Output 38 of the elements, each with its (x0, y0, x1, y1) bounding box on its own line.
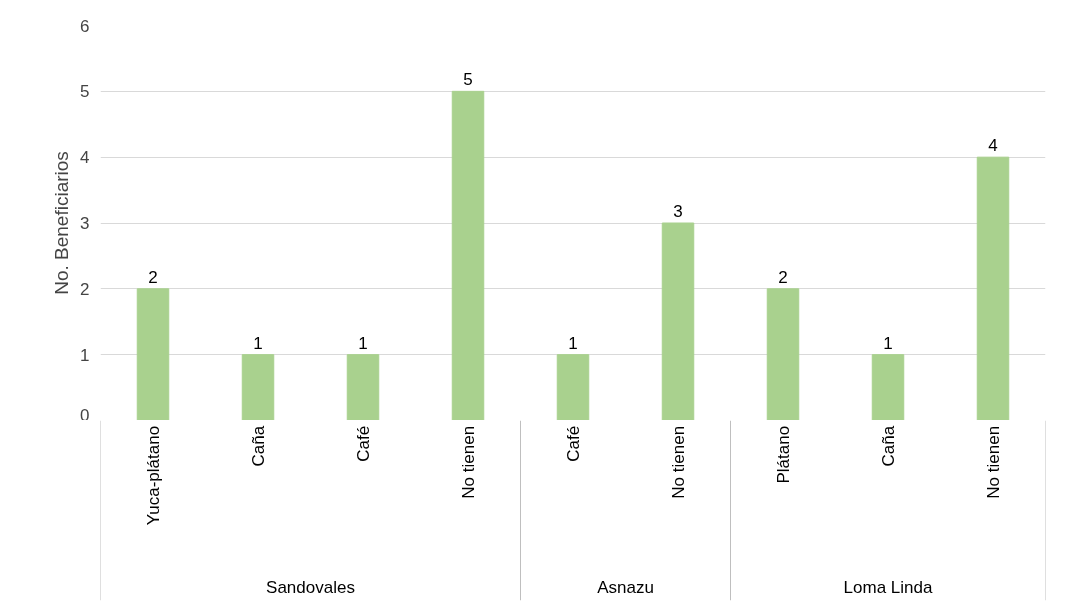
data-label: 1 (883, 333, 893, 353)
y-tick-label: 1 (80, 345, 90, 365)
y-tick-label: 4 (80, 148, 90, 168)
x-tick-label: Caña (248, 425, 268, 467)
y-axis-title: No. Beneficiarios (51, 151, 73, 295)
data-label: 1 (358, 333, 368, 353)
bar (241, 354, 275, 420)
data-label: 2 (778, 267, 788, 287)
text: Asnazu (597, 578, 654, 598)
x-tick-label: Yuca-plátano (143, 425, 163, 526)
bar (976, 156, 1010, 420)
x-tick-label: Café (563, 425, 583, 462)
data-label: 3 (673, 202, 683, 221)
data-label: 1 (568, 333, 578, 353)
y-tick-label: 6 (80, 16, 90, 36)
data-label: 4 (988, 136, 998, 156)
data-label: 2 (148, 267, 158, 287)
x-tick-label: Plátano (773, 425, 793, 484)
y-tick-label: 3 (80, 214, 90, 233)
y-tick-label: 2 (80, 279, 90, 299)
text: Loma Linda (843, 578, 933, 598)
bar (766, 288, 800, 420)
y-tick-label: 0 (80, 405, 90, 425)
x-tick-label: Café (353, 425, 373, 462)
x-tick-label: No tienen (458, 425, 478, 499)
bar (556, 354, 590, 420)
text: Sandovales (266, 578, 355, 598)
bar (661, 222, 695, 420)
bar (451, 90, 485, 420)
data-label: 1 (253, 333, 263, 353)
x-tick-label: Caña (878, 425, 898, 467)
y-tick-label: 5 (80, 82, 90, 102)
bar (871, 354, 905, 420)
data-label: 5 (463, 70, 473, 90)
bar (346, 354, 380, 420)
bar (136, 288, 170, 420)
x-tick-label: No tienen (983, 425, 1003, 499)
x-tick-label: No tienen (668, 425, 688, 499)
